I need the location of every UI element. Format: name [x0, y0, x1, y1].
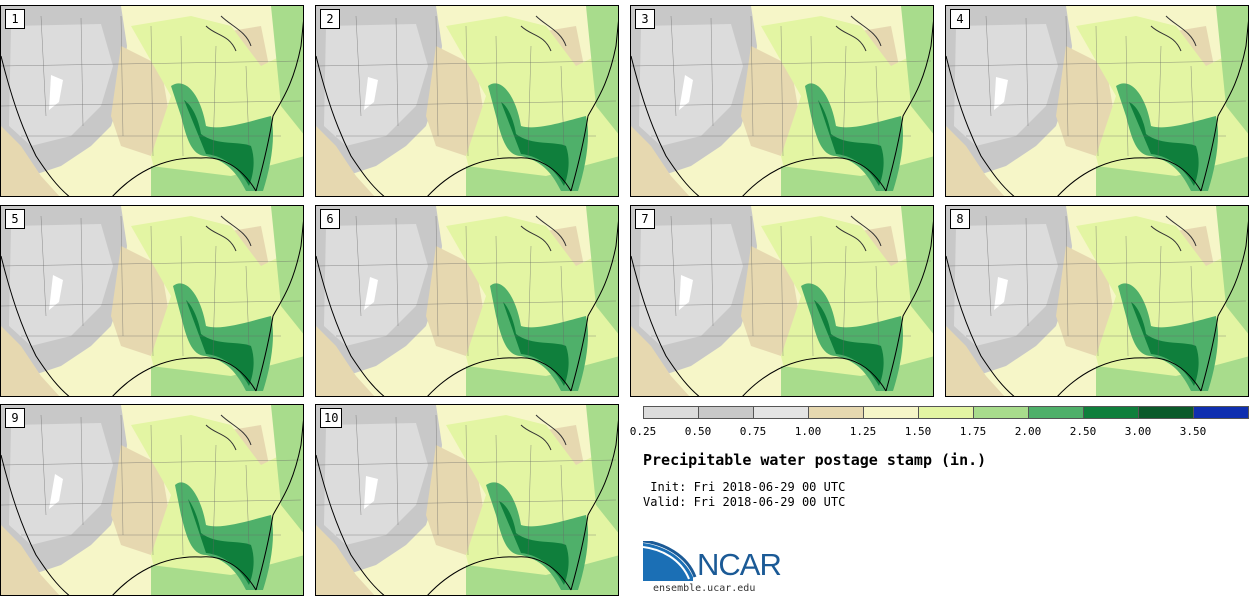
member-label: 1 — [5, 9, 25, 29]
color-swatch — [643, 406, 699, 419]
color-swatch — [1028, 406, 1084, 419]
color-swatch — [753, 406, 809, 419]
color-swatch — [1083, 406, 1139, 419]
tick-label: 1.50 — [904, 425, 932, 438]
member-label: 9 — [5, 408, 25, 428]
color-swatch — [1138, 406, 1194, 419]
member-label: 5 — [5, 209, 25, 229]
ensemble-member-panel-2: 2 — [315, 5, 619, 197]
member-label: 10 — [320, 408, 343, 428]
ensemble-member-panel-6: 6 — [315, 205, 619, 397]
tick-label: 0.25 — [629, 425, 657, 438]
us-map — [1, 6, 303, 196]
member-label: 3 — [635, 9, 655, 29]
figure-title: Precipitable water postage stamp (in.) — [643, 451, 987, 469]
member-label: 6 — [320, 209, 340, 229]
color-swatch — [918, 406, 974, 419]
us-map — [946, 206, 1248, 396]
color-swatch — [1193, 406, 1249, 419]
us-map — [946, 6, 1248, 196]
us-map — [316, 405, 618, 595]
color-scale-ticks: 0.25 0.50 0.75 1.00 1.25 1.50 1.75 2.00 … — [630, 425, 1255, 439]
ensemble-member-panel-1: 1 — [0, 5, 304, 197]
ensemble-member-panel-4: 4 — [945, 5, 1249, 197]
us-map — [631, 6, 933, 196]
valid-time: Valid: Fri 2018-06-29 00 UTC — [643, 495, 846, 509]
member-label: 7 — [635, 209, 655, 229]
init-time: Init: Fri 2018-06-29 00 UTC — [643, 480, 846, 494]
tick-label: 0.75 — [739, 425, 767, 438]
ensemble-member-panel-7: 7 — [630, 205, 934, 397]
us-map — [1, 206, 303, 396]
tick-label: 2.00 — [1014, 425, 1042, 438]
ensemble-member-panel-5: 5 — [0, 205, 304, 397]
tick-label: 1.00 — [794, 425, 822, 438]
us-map — [316, 6, 618, 196]
ensemble-member-panel-3: 3 — [630, 5, 934, 197]
member-label: 2 — [320, 9, 340, 29]
us-map — [316, 206, 618, 396]
ncar-logo-icon — [643, 541, 697, 581]
tick-label: 3.50 — [1179, 425, 1207, 438]
ensemble-member-panel-9: 9 — [0, 404, 304, 596]
us-map — [631, 206, 933, 396]
tick-label: 0.50 — [684, 425, 712, 438]
ensemble-member-panel-10: 10 — [315, 404, 619, 596]
tick-label: 3.00 — [1124, 425, 1152, 438]
color-scale-bar — [643, 406, 1249, 419]
color-swatch — [973, 406, 1029, 419]
site-url: ensemble.ucar.edu — [653, 583, 756, 594]
color-swatch — [863, 406, 919, 419]
tick-label: 1.75 — [959, 425, 987, 438]
color-swatch — [698, 406, 754, 419]
us-map — [1, 405, 303, 595]
member-label: 8 — [950, 209, 970, 229]
ncar-logo-text: NCAR — [697, 547, 782, 582]
member-label: 4 — [950, 9, 970, 29]
tick-label: 1.25 — [849, 425, 877, 438]
color-swatch — [808, 406, 864, 419]
ensemble-member-panel-8: 8 — [945, 205, 1249, 397]
tick-label: 2.50 — [1069, 425, 1097, 438]
